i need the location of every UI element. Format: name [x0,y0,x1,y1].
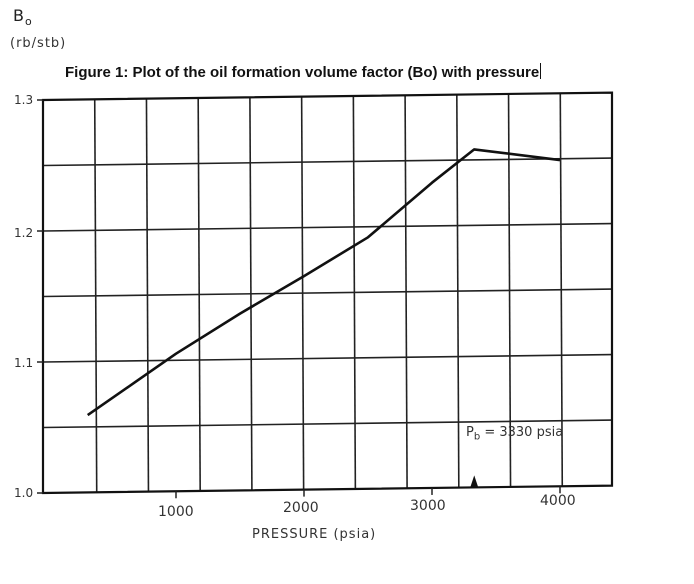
x-tick-2000: 2000 [283,500,319,516]
x-tick-3000: 3000 [410,498,446,514]
y-axis-symbol: Bo [13,6,33,29]
chart-title: Figure 1: Plot of the oil formation volu… [65,63,542,81]
bubble-point-annotation: Pb = 3330 psia [466,425,564,443]
y-tick-1.1: 1.1 [14,356,34,370]
y-tick-1.3: 1.3 [14,93,34,107]
y-axis-unit: (rb/stb) [10,36,67,51]
bubble-point-marker [470,475,479,488]
x-axis-label: PRESSURE (psia) [252,527,377,542]
text-cursor [540,63,542,79]
y-tick-1.0: 1.0 [14,486,34,500]
grid-lines [42,93,613,493]
y-tick-1.2: 1.2 [14,226,34,240]
x-tick-4000: 4000 [540,493,576,509]
x-tick-1000: 1000 [158,504,194,520]
bo-curve [86,148,561,417]
axis-ticks [37,99,561,499]
